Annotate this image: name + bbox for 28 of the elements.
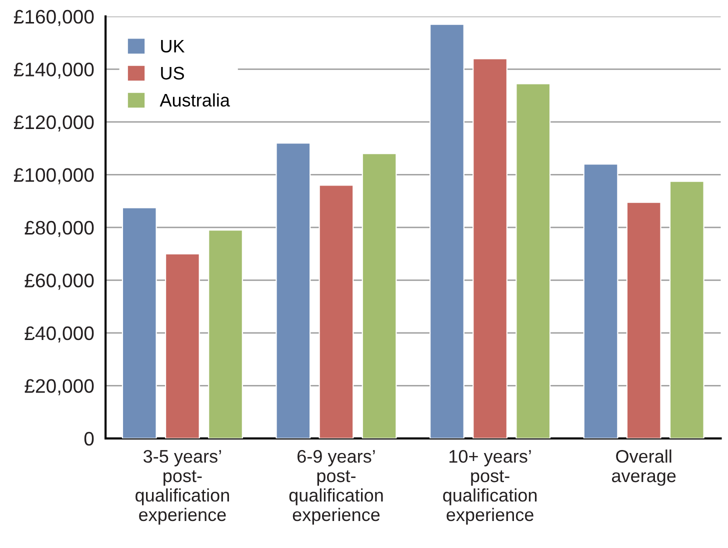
x-tick-label: 3-5 years’ post- qualification experience	[136, 450, 229, 525]
bar	[122, 207, 157, 438]
bar	[516, 83, 551, 438]
bar	[208, 230, 243, 438]
y-tick-label: £140,000	[14, 62, 94, 79]
y-tick-label: £80,000	[24, 220, 94, 237]
y-tick-label: £100,000	[14, 168, 94, 184]
y-tick-label: £160,000	[14, 10, 94, 26]
bar	[276, 142, 311, 438]
bar	[626, 202, 662, 438]
bar	[472, 58, 508, 438]
x-tick-label: Overall average	[612, 450, 676, 486]
bar	[583, 164, 618, 438]
x-tick-label: 10+ years’ post- qualification experience	[443, 450, 537, 525]
y-tick-label: £20,000	[24, 379, 94, 396]
y-tick-label: £120,000	[14, 115, 94, 132]
legend-label: Australia	[160, 93, 230, 107]
x-tick-label: 6-9 years’ post- qualification experience	[289, 450, 383, 525]
legend-label: UK	[161, 40, 185, 53]
y-tick-label: 0	[84, 432, 94, 446]
bar	[164, 253, 200, 438]
bar	[318, 184, 354, 438]
y-tick-label: £40,000	[24, 326, 94, 342]
bar	[430, 24, 464, 438]
legend-label: US	[161, 66, 184, 80]
bar	[669, 180, 704, 438]
bar	[362, 153, 397, 438]
y-tick-label: £60,000	[24, 274, 94, 290]
